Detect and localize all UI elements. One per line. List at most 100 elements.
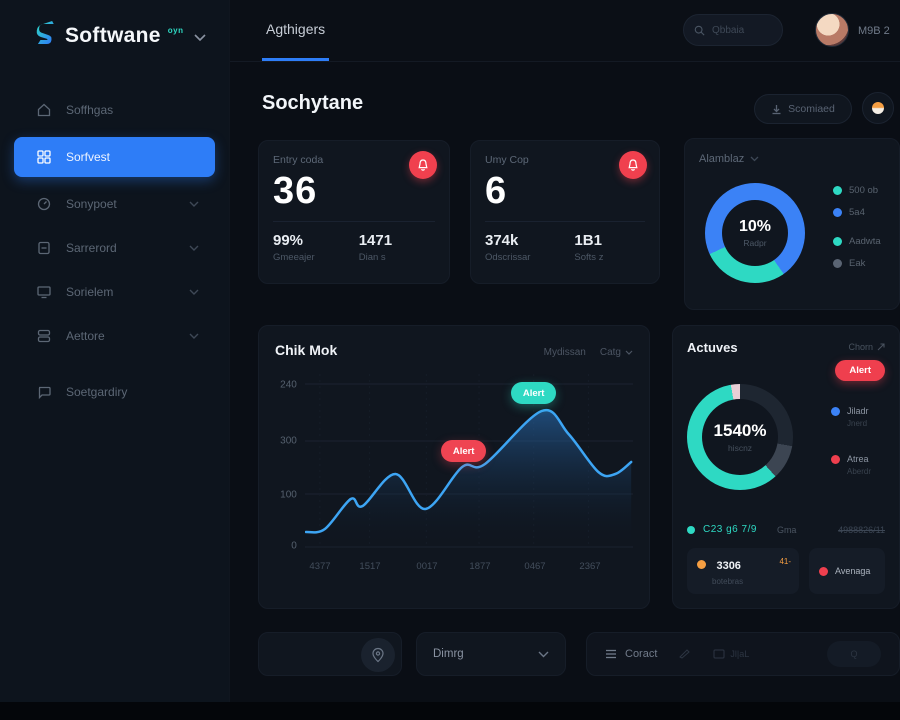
tile-aux: 41-: [779, 557, 791, 566]
toolbar-item-label: Jl|aL: [730, 649, 750, 659]
sidebar-item-6[interactable]: Soetgardiry: [14, 375, 215, 409]
download-button[interactable]: Scomiaed: [754, 94, 852, 124]
activity-title: Actuves: [687, 340, 738, 355]
sidebar-item-label: Sarrerord: [66, 241, 117, 255]
topbar: Agthigers M9B 2: [230, 0, 900, 62]
sidebar-item-label: Soffhgas: [66, 103, 114, 117]
substat: 374k Odscrissar: [485, 232, 530, 263]
pin-button[interactable]: [361, 638, 395, 672]
substat: 1B1 Softs z: [574, 232, 603, 263]
legend-label: 500 ob: [849, 185, 879, 196]
document-icon: [38, 241, 50, 255]
line-chart-card: Chik Mok Mydissan Catg 240 300 100 0: [258, 325, 650, 609]
legend-dot: [831, 454, 840, 464]
chart-menu-left[interactable]: Mydissan: [544, 347, 586, 358]
legend-item: Atrea Aberdr: [831, 454, 871, 476]
tile-label: botebras: [712, 577, 744, 586]
chart-menu-label: Catg: [599, 347, 621, 358]
chart-menu-right[interactable]: Catg: [600, 347, 633, 358]
legend-sublabel: Aberdr: [847, 467, 872, 476]
substat-label: Dian s: [358, 252, 386, 263]
toolbar-pen-button[interactable]: [679, 649, 691, 659]
alert-annotation-teal[interactable]: Alert: [510, 382, 557, 404]
substat: 99% Gmeeajer: [273, 232, 315, 263]
substat-value: 1471: [358, 232, 393, 249]
donut-card-header[interactable]: Alamblaz: [699, 153, 885, 165]
alert-badge-button[interactable]: [619, 151, 647, 179]
toolbar-coract-button[interactable]: Coract: [605, 648, 657, 660]
toolbar-faint-button[interactable]: Q: [827, 641, 881, 667]
stat-card-label: Entry coda: [273, 154, 324, 166]
ring-chart-center: 10% Radpr: [722, 200, 788, 266]
activity-tile-0[interactable]: 3306 41- botebras: [687, 548, 799, 594]
search-input[interactable]: [712, 24, 772, 36]
hamburger-icon: [606, 649, 616, 659]
search-icon: [694, 25, 705, 36]
logo[interactable]: Softwane oyn: [0, 0, 229, 51]
toolbar-pill-label: Q: [850, 649, 858, 659]
legend-label: Atrea: [847, 454, 869, 464]
y-tick: 300: [280, 435, 297, 446]
chat-icon: [38, 386, 51, 400]
tile-label: Avenaga: [835, 566, 871, 576]
line-chart-plot[interactable]: Alert Alert: [304, 374, 633, 549]
stat-card-0: Entry coda 36 99% Gmeeajer 1471 Dian s: [258, 140, 450, 284]
chevron-down-icon: [189, 285, 199, 299]
alert-badge-button[interactable]: [409, 151, 437, 179]
activity-alert-button[interactable]: Alert: [835, 360, 885, 381]
chart-title: Chik Mok: [275, 342, 338, 358]
sidebar-item-4[interactable]: Sorielem: [14, 275, 215, 309]
footer-tile[interactable]: [258, 632, 402, 676]
legend-label: Aadwta: [849, 236, 881, 247]
sidebar-nav: Soffhgas Sorfvest Sonypoet Sarrerord Sor…: [0, 93, 229, 409]
activity-link[interactable]: Chorn: [848, 342, 885, 352]
x-axis: 4377 1517 0017 1877 0467 2367: [305, 557, 635, 577]
divider: [273, 221, 435, 222]
sidebar-item-label: Sonypoet: [66, 197, 117, 211]
legend-item: 500 ob: [833, 185, 893, 196]
user-avatar[interactable]: [815, 13, 849, 47]
toolbar-frame-button[interactable]: Jl|aL: [713, 649, 749, 659]
chevron-down-icon: [538, 651, 549, 657]
substat-label: Softs z: [574, 252, 604, 263]
sidebar-item-1[interactable]: Sorfvest: [14, 137, 215, 177]
y-tick: 0: [291, 540, 297, 551]
sun-icon: [872, 102, 884, 114]
sidebar-item-2[interactable]: Sonypoet: [14, 187, 215, 221]
activity-tile-1[interactable]: Avenaga: [809, 548, 885, 594]
activity-legend: Jiladr Jnerd Atrea Aberdr: [831, 406, 871, 502]
monitor-icon: [37, 286, 51, 299]
ring-center-label: Radpr: [743, 238, 767, 248]
tile-value: 3306: [716, 560, 741, 572]
x-tick: 0017: [416, 561, 438, 572]
grid-icon: [37, 150, 51, 164]
external-link-icon: [877, 343, 885, 351]
orange-dot-icon: [697, 560, 706, 569]
bell-icon: [418, 158, 428, 171]
stat-card-1: Umy Cop 6 374k Odscrissar 1B1 Softs z: [470, 140, 660, 284]
footer-dropdown[interactable]: Dimrg: [416, 632, 566, 676]
sidebar-item-0[interactable]: Soffhgas: [14, 93, 215, 127]
legend-dot: [833, 237, 842, 246]
search-box[interactable]: [683, 14, 783, 46]
red-dot-icon: [819, 566, 828, 576]
stat-card-value: 36: [273, 170, 318, 212]
legend-dot: [833, 259, 842, 268]
main-content: Sochytane Scomiaed Entry coda 36 99% Gme…: [230, 62, 900, 720]
sidebar-item-3[interactable]: Sarrerord: [14, 231, 215, 265]
sidebar-item-5[interactable]: Aettore: [14, 319, 215, 353]
x-tick: 4377: [309, 561, 331, 572]
page-title: Sochytane: [262, 92, 364, 114]
tab-agthigers[interactable]: Agthigers: [262, 0, 330, 61]
sidebar-item-label: Sorielem: [66, 285, 114, 299]
legend-item: 5a4: [833, 207, 893, 218]
legend-label: Eak: [849, 258, 866, 269]
logo-chevron-down-icon[interactable]: [194, 29, 207, 47]
alert-annotation-red[interactable]: Alert: [440, 440, 487, 462]
divider: [485, 221, 645, 222]
summary-value: 4988826/11: [838, 524, 885, 535]
stat-card-value: 6: [485, 170, 508, 212]
alert-label: Alert: [452, 445, 475, 457]
substat-label: Gmeeajer: [273, 252, 315, 263]
theme-toggle-button[interactable]: [862, 92, 894, 124]
